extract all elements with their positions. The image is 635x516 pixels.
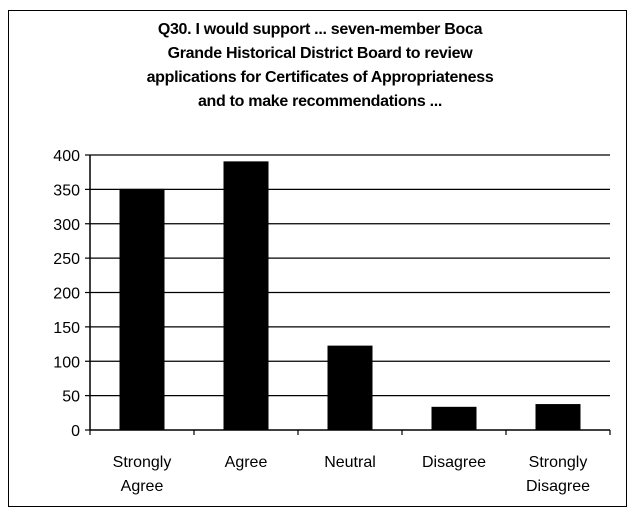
bar <box>431 406 477 431</box>
chart-title: Q30. I would support ... seven-member Bo… <box>60 18 580 114</box>
x-tick-label: Agree <box>121 478 164 495</box>
x-tick-label: Disagree <box>526 478 590 495</box>
y-tick-label: 350 <box>53 182 80 199</box>
x-tick-label: Disagree <box>422 454 486 471</box>
y-tick-label: 200 <box>53 286 80 303</box>
chart-title-line: Grande Historical District Board to revi… <box>167 45 473 62</box>
chart-title-line: and to make recommendations ... <box>197 93 443 110</box>
x-tick-label: Strongly <box>113 454 172 471</box>
y-tick-label: 0 <box>71 423 80 440</box>
y-tick-label: 300 <box>53 217 80 234</box>
y-tick-label: 100 <box>53 354 80 371</box>
y-tick-label: 50 <box>62 389 80 406</box>
y-tick-label: 250 <box>53 251 80 268</box>
bar <box>535 404 581 431</box>
x-tick-label: Agree <box>225 454 268 471</box>
bar <box>223 161 269 431</box>
chart-title-line: applications for Certificates of Appropr… <box>146 69 494 86</box>
bar <box>119 188 165 431</box>
bar <box>327 345 373 431</box>
chart-title-line: Q30. I would support ... seven-member Bo… <box>157 21 483 38</box>
y-tick-label: 150 <box>53 320 80 337</box>
x-tick-label: Strongly <box>529 454 588 471</box>
x-tick-label: Neutral <box>324 454 376 471</box>
y-tick-label: 400 <box>53 148 80 165</box>
